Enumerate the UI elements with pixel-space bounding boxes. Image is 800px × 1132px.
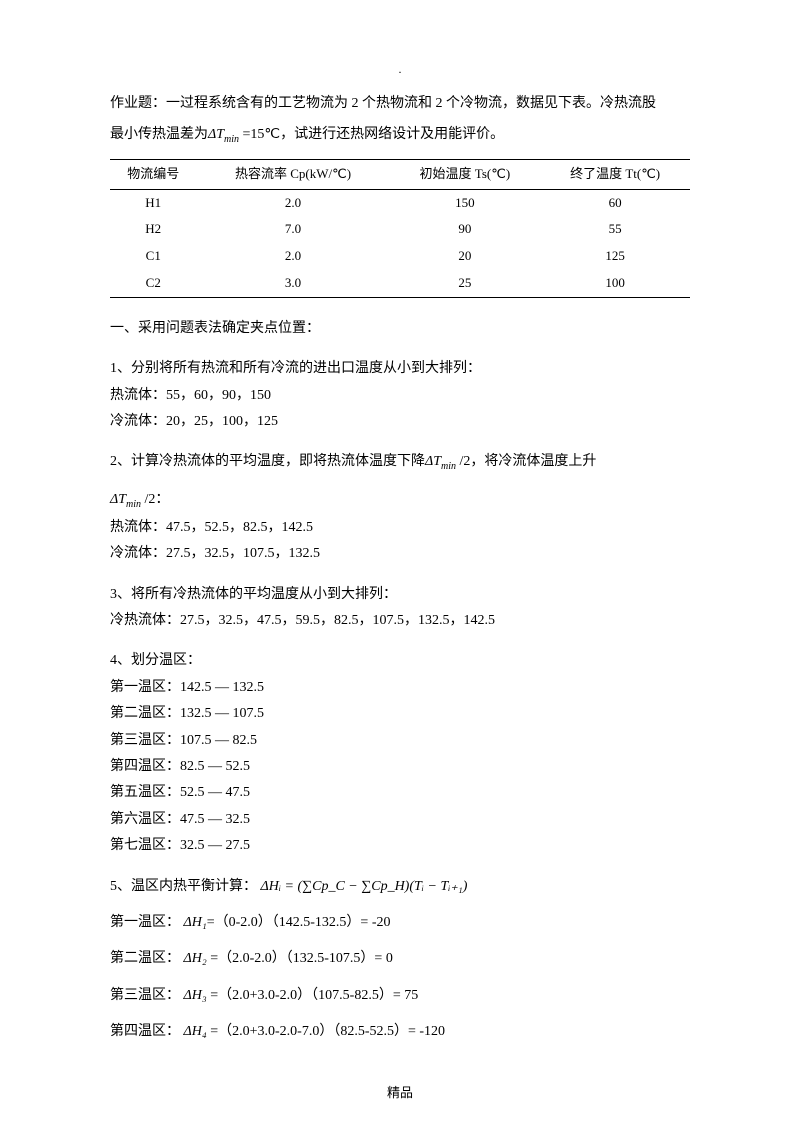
zone-line: 第二温区：132.5 — 107.5: [110, 703, 690, 725]
page-dot: .: [110, 60, 690, 79]
cell: 90: [390, 216, 541, 243]
cell: 2.0: [197, 243, 390, 270]
zone-calc-row: 第二温区： ΔH₂ =（2.0-2.0）（132.5-107.5）= 0: [110, 948, 690, 970]
step-1-block: 1、分别将所有热流和所有冷流的进出口温度从小到大排列： 热流体：55，60，90…: [110, 358, 690, 433]
step-2-line2: ΔTmin /2：: [110, 489, 690, 513]
step-2-title: 2、计算冷热流体的平均温度，即将热流体温度下降ΔTmin /2，将冷流体温度上升: [110, 451, 690, 475]
col-tt: 终了温度 Tt(℃): [540, 159, 690, 189]
zone-line: 第四温区：82.5 — 52.5: [110, 756, 690, 778]
table-row: C1 2.0 20 125: [110, 243, 690, 270]
cell: C1: [110, 243, 197, 270]
cell: 55: [540, 216, 690, 243]
zone-calc-row: 第三温区： ΔH₃ =（2.0+3.0-2.0）（107.5-82.5）= 75: [110, 985, 690, 1007]
step-5-block: 5、温区内热平衡计算： ΔHᵢ = (∑Cp_C − ∑Cp_H)(Tᵢ − T…: [110, 876, 690, 1044]
section-1-title: 一、采用问题表法确定夹点位置：: [110, 318, 690, 340]
intro-line2b: =15℃，试进行还热网络设计及用能评价。: [239, 127, 504, 142]
table-row: H2 7.0 90 55: [110, 216, 690, 243]
page-footer: 精品: [0, 1083, 800, 1104]
step-2-block: 2、计算冷热流体的平均温度，即将热流体温度下降ΔTmin /2，将冷流体温度上升…: [110, 451, 690, 565]
cell: H1: [110, 189, 197, 216]
dt-min-symbol: ΔTmin: [208, 127, 239, 142]
cell: H2: [110, 216, 197, 243]
cell: 125: [540, 243, 690, 270]
table-row: H1 2.0 150 60: [110, 189, 690, 216]
cell: 100: [540, 270, 690, 297]
cell: 7.0: [197, 216, 390, 243]
cell: 3.0: [197, 270, 390, 297]
step-1-title: 1、分别将所有热流和所有冷流的进出口温度从小到大排列：: [110, 358, 690, 380]
col-cp: 热容流率 Cp(kW/℃): [197, 159, 390, 189]
stream-data-table: 物流编号 热容流率 Cp(kW/℃) 初始温度 Ts(℃) 终了温度 Tt(℃)…: [110, 159, 690, 298]
table-row: C2 3.0 25 100: [110, 270, 690, 297]
cell: 2.0: [197, 189, 390, 216]
zone-line: 第五温区：52.5 — 47.5: [110, 782, 690, 804]
step-2-cold: 冷流体：27.5，32.5，107.5，132.5: [110, 543, 690, 565]
col-stream-id: 物流编号: [110, 159, 197, 189]
step-2-hot: 热流体：47.5，52.5，82.5，142.5: [110, 517, 690, 539]
intro-paragraph: 作业题：一过程系统含有的工艺物流为 2 个热物流和 2 个冷物流，数据见下表。冷…: [110, 89, 690, 151]
table-header-row: 物流编号 热容流率 Cp(kW/℃) 初始温度 Ts(℃) 终了温度 Tt(℃): [110, 159, 690, 189]
step-3-list: 冷热流体：27.5，32.5，47.5，59.5，82.5，107.5，132.…: [110, 610, 690, 632]
cell: 150: [390, 189, 541, 216]
col-ts: 初始温度 Ts(℃): [390, 159, 541, 189]
step-1-cold: 冷流体：20，25，100，125: [110, 411, 690, 433]
zone-calc-row: 第四温区： ΔH₄ =（2.0+3.0-2.0-7.0）（82.5-52.5）=…: [110, 1021, 690, 1043]
intro-line2a: 最小传热温差为: [110, 127, 208, 142]
step-3-title: 3、将所有冷热流体的平均温度从小到大排列：: [110, 584, 690, 606]
intro-line1: 作业题：一过程系统含有的工艺物流为 2 个热物流和 2 个冷物流，数据见下表。冷…: [110, 96, 656, 111]
cell: 60: [540, 189, 690, 216]
cell: C2: [110, 270, 197, 297]
step-4-block: 4、划分温区： 第一温区：142.5 — 132.5 第二温区：132.5 — …: [110, 650, 690, 857]
zone-line: 第一温区：142.5 — 132.5: [110, 677, 690, 699]
zone-line: 第六温区：47.5 — 32.5: [110, 809, 690, 831]
step-1-hot: 热流体：55，60，90，150: [110, 385, 690, 407]
zone-line: 第三温区：107.5 — 82.5: [110, 730, 690, 752]
step-5-title: 5、温区内热平衡计算： ΔHᵢ = (∑Cp_C − ∑Cp_H)(Tᵢ − T…: [110, 876, 690, 898]
step-3-block: 3、将所有冷热流体的平均温度从小到大排列： 冷热流体：27.5，32.5，47.…: [110, 584, 690, 633]
zone-calc-row: 第一温区： ΔH₁=（0-2.0）（142.5-132.5）= -20: [110, 912, 690, 934]
cell: 25: [390, 270, 541, 297]
zone-line: 第七温区：32.5 — 27.5: [110, 835, 690, 857]
step-4-title: 4、划分温区：: [110, 650, 690, 672]
cell: 20: [390, 243, 541, 270]
heat-balance-formula: ΔHᵢ = (∑Cp_C − ∑Cp_H)(Tᵢ − Tᵢ₊₁): [261, 879, 468, 894]
